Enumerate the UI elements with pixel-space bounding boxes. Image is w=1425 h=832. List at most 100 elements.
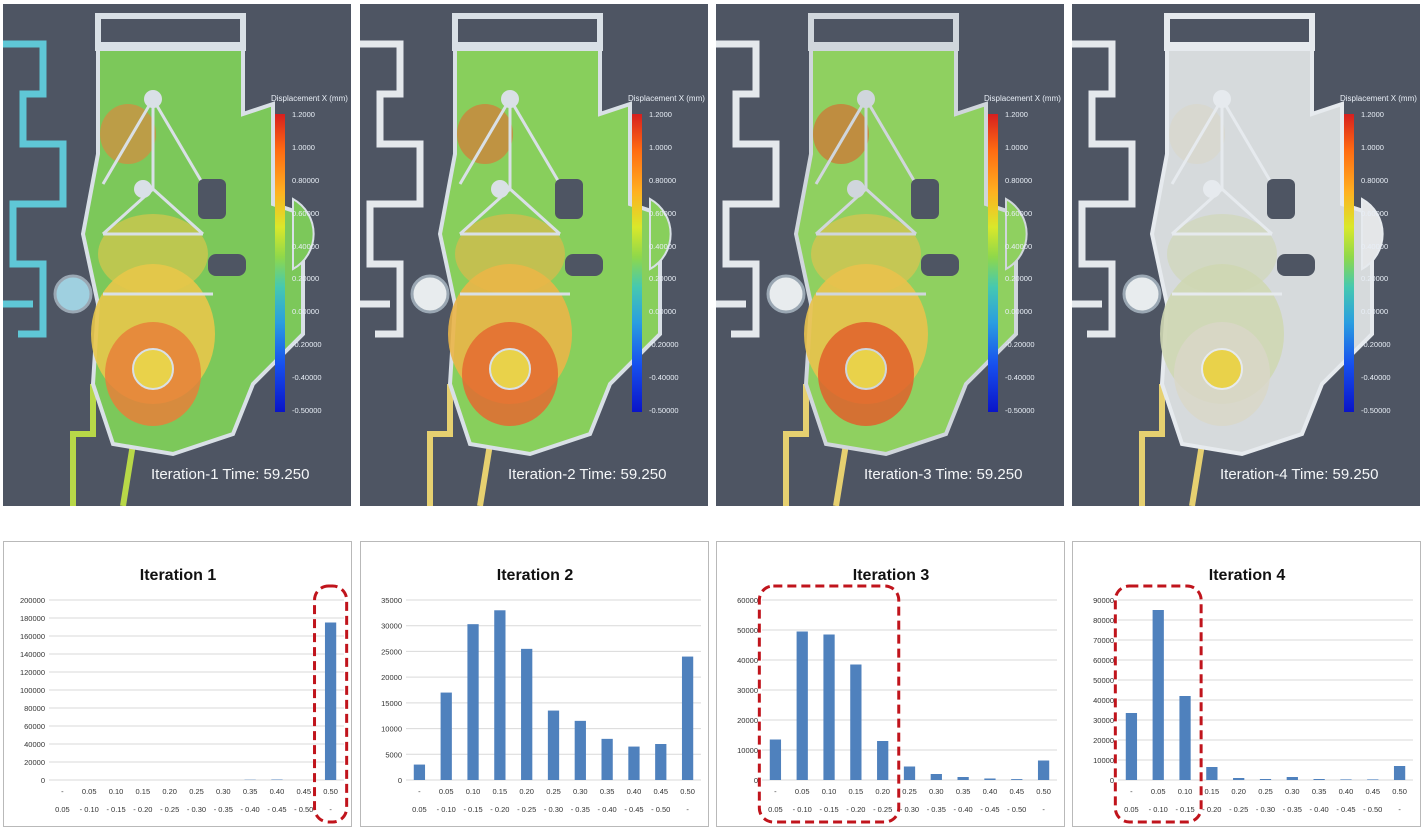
y-tick-label: 80000 <box>24 704 45 713</box>
bar <box>1206 767 1218 780</box>
y-tick-label: 10000 <box>737 746 758 755</box>
colorbar-tick: 0.20000 <box>1361 274 1389 284</box>
colorbar-tick: 0.60000 <box>649 208 677 218</box>
colorbar <box>275 114 285 412</box>
x-tick-label-bottom: - 0.35 <box>927 805 946 814</box>
x-tick-label-top: - <box>418 787 421 796</box>
bar <box>1011 779 1023 780</box>
x-tick-label-bottom: - 0.25 <box>160 805 179 814</box>
colorbar <box>1344 114 1354 412</box>
chart-svg-4: Iteration 4 90000 80000 70000 60000 50000 4000… <box>1093 567 1413 824</box>
x-tick-label-bottom: - 0.40 <box>954 805 973 814</box>
highlight-box <box>313 584 349 824</box>
colorbar-tick: 1.2000 <box>1005 110 1028 119</box>
x-tick-label-bottom: - 0.10 <box>437 805 456 814</box>
chart-svg-2: Iteration 2 35000 30000 25000 20000 15000 1000… <box>381 567 701 814</box>
x-tick-label-top: 0.05 <box>795 787 810 796</box>
simulation-panel-3: Displacement X (mm) 1.2000 1.0000 0.80000 0.… <box>716 4 1064 506</box>
x-tick-label-bottom: - 0.10 <box>1149 805 1168 814</box>
y-tick-label: 30000 <box>381 622 402 631</box>
colorbar-tick: 0.40000 <box>1361 241 1389 251</box>
x-tick-label-top: 0.10 <box>466 787 481 796</box>
colorbar-tick: 0.20000 <box>1005 274 1033 284</box>
iteration-time-label: Iteration-1 Time: 59.250 <box>151 466 310 483</box>
simulation-panel-4: Displacement X (mm) 1.2000 1.0000 0.80000 0.… <box>1072 4 1420 506</box>
x-tick-label-bottom: - 0.15 <box>106 805 125 814</box>
colorbar-tick: 0.20000 <box>649 274 677 284</box>
bar <box>957 777 969 780</box>
bar <box>1313 779 1325 780</box>
bar <box>1037 760 1050 780</box>
colorbar-tick: 0.00000 <box>1361 307 1389 317</box>
y-tick-label: 50000 <box>737 626 758 635</box>
colorbar-tick: 0.40000 <box>292 241 320 251</box>
x-tick-label-bottom: - 0.15 <box>463 805 482 814</box>
y-tick-label: 5000 <box>385 750 402 759</box>
x-tick-label-top: 0.35 <box>600 787 615 796</box>
colorbar-tick: -0.20000 <box>292 340 322 350</box>
x-tick-label-top: 0.20 <box>519 787 534 796</box>
colorbar-tick: -0.40000 <box>1005 373 1035 383</box>
x-tick-label-bottom: - 0.35 <box>214 805 233 814</box>
x-tick-label-bottom: - 0.10 <box>80 805 99 814</box>
colorbar-tick: 1.0000 <box>1005 142 1028 152</box>
bar <box>1393 766 1406 780</box>
y-tick-label: 40000 <box>24 740 45 749</box>
simulation-panel-1: Displacement X (mm) 1.2000 1.0000 0.80000 0.… <box>3 4 351 506</box>
chart-title: Iteration 4 <box>1209 567 1286 584</box>
colorbar-tick: 0.60000 <box>292 208 320 218</box>
bar <box>930 774 942 780</box>
x-tick-label-bottom: - 0.30 <box>1256 805 1275 814</box>
x-tick-label-top: - <box>61 787 64 796</box>
colorbar-tick: -0.50000 <box>649 406 679 415</box>
y-tick-label: 140000 <box>20 650 45 659</box>
casting-render <box>716 13 1028 506</box>
histogram-chart-2: Iteration 2 35000 30000 25000 20000 15000 1000… <box>360 541 709 827</box>
x-tick-label-top: 0.30 <box>1285 787 1300 796</box>
colorbar-title: Displacement X (mm) <box>271 94 348 103</box>
x-tick-label-top: 0.15 <box>136 787 151 796</box>
histogram-chart-3: Iteration 3 60000 50000 40000 30000 20000 1000… <box>716 541 1065 827</box>
colorbar-tick: 0.80000 <box>1005 175 1033 185</box>
x-tick-label-top: 0.35 <box>1312 787 1327 796</box>
x-tick-label-top: 0.40 <box>627 787 642 796</box>
x-tick-label-bottom: - 0.30 <box>900 805 919 814</box>
y-tick-label: 120000 <box>20 668 45 677</box>
y-tick-label: 10000 <box>1093 756 1114 765</box>
colorbar-tick: 1.2000 <box>1361 110 1384 119</box>
bar <box>547 710 560 780</box>
colorbar-tick: 0.40000 <box>649 241 677 251</box>
y-tick-label: 20000 <box>1093 736 1114 745</box>
bar <box>850 664 862 780</box>
y-tick-label: 50000 <box>1093 676 1114 685</box>
colorbar-tick: 0.80000 <box>1361 175 1389 185</box>
x-tick-label-top: 0.10 <box>822 787 837 796</box>
colorbar-tick: -0.50000 <box>292 406 322 415</box>
x-tick-label-bottom: - 0.15 <box>819 805 838 814</box>
colorbar-tick: 0.20000 <box>292 274 320 284</box>
x-tick-label-top: 0.30 <box>929 787 944 796</box>
x-tick-label-bottom: - 0.20 <box>1202 805 1221 814</box>
colorbar-tick: 0.60000 <box>1361 208 1389 218</box>
x-tick-label-top: 0.35 <box>956 787 971 796</box>
x-tick-label-top: 0.50 <box>323 787 338 796</box>
y-tick-label: 15000 <box>381 699 402 708</box>
bar <box>628 746 640 780</box>
colorbar <box>632 114 642 412</box>
x-tick-label-bottom: - 0.40 <box>1310 805 1329 814</box>
x-tick-label-bottom: - 0.45 <box>980 805 999 814</box>
x-tick-label-bottom: - 0.35 <box>1283 805 1302 814</box>
x-tick-label-bottom: 0.05 <box>412 805 427 814</box>
x-tick-label-top: 0.25 <box>546 787 561 796</box>
y-tick-label: 20000 <box>24 758 45 767</box>
bar <box>521 648 533 780</box>
histogram-chart-4: Iteration 4 90000 80000 70000 60000 50000 4000… <box>1072 541 1421 827</box>
bar <box>494 610 506 780</box>
colorbar-tick: 0.40000 <box>1005 241 1033 251</box>
x-tick-label-top: 0.25 <box>902 787 917 796</box>
bar <box>1367 779 1379 780</box>
x-tick-label-bottom: - 0.45 <box>624 805 643 814</box>
colorbar-tick: 1.0000 <box>292 142 315 152</box>
x-tick-label-top: 0.30 <box>573 787 588 796</box>
bar <box>1179 696 1191 780</box>
